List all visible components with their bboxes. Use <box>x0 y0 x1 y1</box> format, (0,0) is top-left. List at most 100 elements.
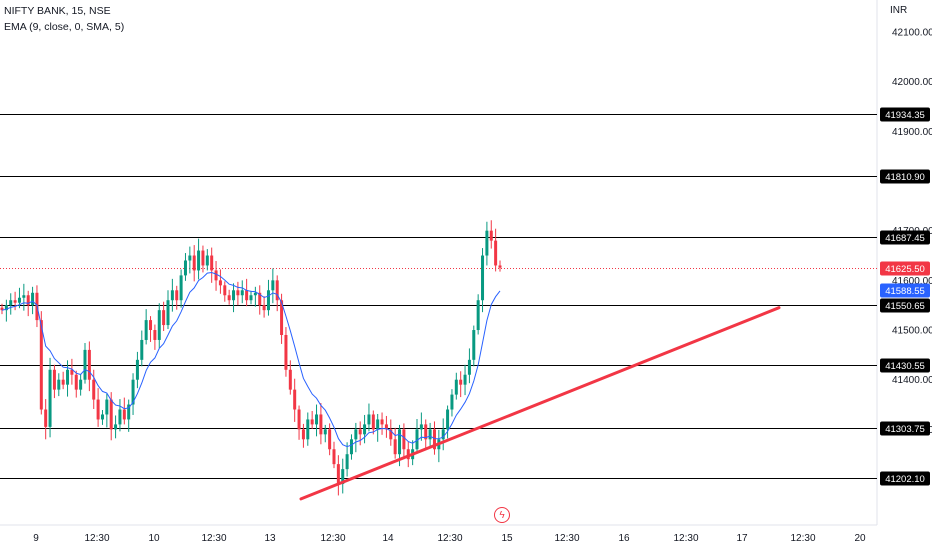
candle-body[interactable] <box>175 290 179 301</box>
candle-body[interactable] <box>332 449 336 465</box>
candle-body[interactable] <box>83 349 87 380</box>
ema-line[interactable] <box>1 271 501 448</box>
candle-body[interactable] <box>245 290 249 301</box>
candle-body[interactable] <box>22 295 26 298</box>
candle-body[interactable] <box>131 379 135 405</box>
candle-body[interactable] <box>13 300 17 303</box>
candle-body[interactable] <box>354 429 358 440</box>
candle-body[interactable] <box>494 240 498 266</box>
candle-body[interactable] <box>358 429 362 435</box>
candle-body[interactable] <box>74 374 78 390</box>
candle-body[interactable] <box>114 424 118 430</box>
candle-body[interactable] <box>258 292 262 306</box>
candle-body[interactable] <box>424 424 428 440</box>
candle-body[interactable] <box>284 334 288 370</box>
candle-body[interactable] <box>140 339 144 360</box>
candle-body[interactable] <box>52 369 56 390</box>
candle-body[interactable] <box>249 295 253 301</box>
candle-body[interactable] <box>48 369 52 427</box>
candle-body[interactable] <box>450 394 454 410</box>
candle-body[interactable] <box>201 250 205 266</box>
candle-body[interactable] <box>100 414 104 420</box>
candle-body[interactable] <box>118 409 122 425</box>
candle-body[interactable] <box>105 399 109 415</box>
candle-body[interactable] <box>419 424 423 430</box>
candle-body[interactable] <box>87 349 91 380</box>
candle-body[interactable] <box>66 369 70 385</box>
candle-body[interactable] <box>70 369 74 375</box>
candle-body[interactable] <box>380 419 384 425</box>
candle-body[interactable] <box>415 429 419 450</box>
candle-body[interactable] <box>166 300 170 326</box>
candle-body[interactable] <box>57 379 61 390</box>
candle-body[interactable] <box>441 429 445 440</box>
candle-body[interactable] <box>349 439 353 455</box>
candle-body[interactable] <box>153 330 157 340</box>
candle-body[interactable] <box>170 290 174 301</box>
candle-body[interactable] <box>345 454 349 470</box>
candle-body[interactable] <box>454 379 458 395</box>
candle-body[interactable] <box>363 424 367 435</box>
candle-body[interactable] <box>122 409 126 420</box>
candle-body[interactable] <box>297 409 301 430</box>
candle-body[interactable] <box>61 379 65 385</box>
candle-body[interactable] <box>336 464 340 485</box>
candle-body[interactable] <box>376 419 380 430</box>
candle-body[interactable] <box>144 320 148 340</box>
flash-icon[interactable]: ϟ <box>494 507 510 523</box>
candle-body[interactable] <box>253 292 257 296</box>
candle-body[interactable] <box>288 369 292 390</box>
candle-body[interactable] <box>192 255 196 271</box>
candle-body[interactable] <box>275 280 279 301</box>
candle-body[interactable] <box>266 290 270 311</box>
candle-body[interactable] <box>109 399 113 430</box>
candle-body[interactable] <box>214 270 218 281</box>
candle-body[interactable] <box>446 409 450 430</box>
candle-body[interactable] <box>157 310 161 340</box>
candle-body[interactable] <box>188 255 192 261</box>
candle-body[interactable] <box>476 300 480 331</box>
candle-body[interactable] <box>26 295 30 306</box>
candle-body[interactable] <box>293 389 297 410</box>
candle-body[interactable] <box>398 429 402 455</box>
candle-body[interactable] <box>31 292 35 306</box>
candle-body[interactable] <box>39 320 43 410</box>
candle-body[interactable] <box>459 379 463 385</box>
candle-body[interactable] <box>463 374 467 385</box>
trend-line[interactable] <box>299 306 781 501</box>
candle-body[interactable] <box>179 275 183 301</box>
candle-body[interactable] <box>485 230 489 256</box>
candle-body[interactable] <box>428 429 432 440</box>
candle-body[interactable] <box>210 255 214 271</box>
candle-body[interactable] <box>205 255 209 266</box>
candle-body[interactable] <box>384 424 388 430</box>
candle-body[interactable] <box>367 414 371 425</box>
candle-body[interactable] <box>227 295 231 301</box>
candle-body[interactable] <box>323 429 327 435</box>
candle-body[interactable] <box>223 285 227 296</box>
candle-body[interactable] <box>183 260 187 276</box>
candle-body[interactable] <box>280 300 284 335</box>
candle-body[interactable] <box>319 414 323 435</box>
candle-body[interactable] <box>432 429 436 450</box>
indicator-legend[interactable]: EMA (9, close, 0, SMA, 5) <box>4 21 125 33</box>
candle-body[interactable] <box>149 320 153 331</box>
candle-body[interactable] <box>489 230 493 241</box>
candle-body[interactable] <box>92 379 96 400</box>
candle-body[interactable] <box>271 280 275 291</box>
candle-body[interactable] <box>262 305 266 311</box>
candle-body[interactable] <box>17 297 21 303</box>
candle-body[interactable] <box>240 290 244 296</box>
candle-body[interactable] <box>467 359 471 375</box>
candle-body[interactable] <box>402 429 406 450</box>
candle-body[interactable] <box>341 469 345 485</box>
candle-body[interactable] <box>306 419 310 440</box>
candle-body[interactable] <box>315 414 319 425</box>
candle-body[interactable] <box>9 300 13 306</box>
candle-body[interactable] <box>218 280 222 286</box>
candle-body[interactable] <box>197 250 201 271</box>
candle-body[interactable] <box>301 429 305 440</box>
candle-body[interactable] <box>393 439 397 455</box>
